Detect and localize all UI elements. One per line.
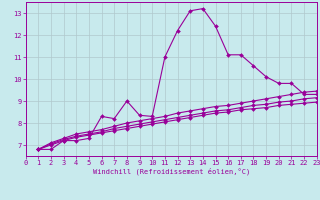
X-axis label: Windchill (Refroidissement éolien,°C): Windchill (Refroidissement éolien,°C) bbox=[92, 168, 250, 175]
